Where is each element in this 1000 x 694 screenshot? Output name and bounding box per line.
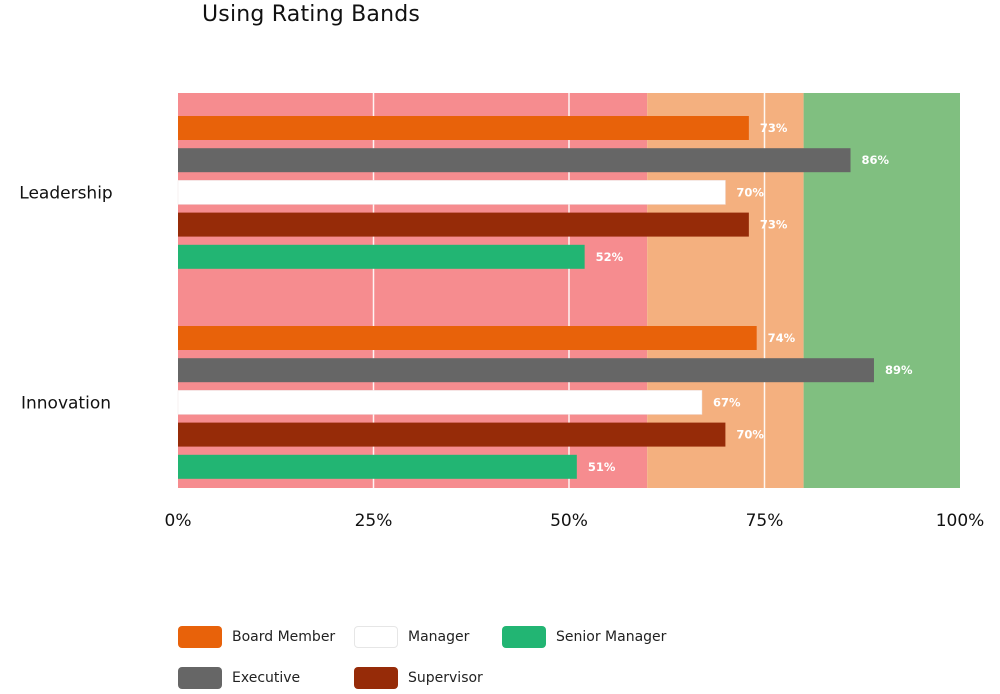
legend-label-supervisor: Supervisor: [408, 670, 483, 686]
x-tick-label: 75%: [746, 511, 784, 531]
legend-swatch-manager: [354, 626, 398, 648]
legend-item-senior-manager[interactable]: Senior Manager: [502, 626, 666, 648]
bar-executive-leadership: [178, 148, 851, 173]
legend-swatch-senior-manager: [502, 626, 546, 648]
x-tick-label: 0%: [165, 511, 192, 531]
legend-label-manager: Manager: [408, 629, 470, 645]
bar-manager-innovation: [177, 390, 703, 415]
legend-swatch-board-member: [178, 626, 222, 648]
bar-senior-manager-leadership: [178, 244, 585, 269]
data-label-manager-innovation: 67%: [713, 395, 741, 409]
chart-title: Using Rating Bands: [202, 2, 421, 27]
legend-label-executive: Executive: [232, 670, 301, 686]
bar-manager-leadership: [177, 180, 726, 205]
legend-label-board-member: Board Member: [232, 629, 336, 645]
data-label-senior-manager-leadership: 52%: [596, 250, 624, 264]
x-tick-label: 50%: [550, 511, 588, 531]
data-label-board-member-innovation: 74%: [768, 331, 796, 345]
legend-item-manager[interactable]: Manager: [354, 626, 469, 648]
legend-item-executive[interactable]: Executive: [178, 667, 300, 689]
data-label-board-member-leadership: 73%: [760, 121, 788, 135]
data-label-executive-innovation: 89%: [885, 363, 913, 377]
bar-supervisor-leadership: [178, 212, 749, 237]
category-label-leadership: Leadership: [19, 183, 112, 203]
legend-item-board-member[interactable]: Board Member: [178, 626, 335, 648]
data-label-supervisor-innovation: 70%: [736, 428, 764, 442]
legend-label-senior-manager: Senior Manager: [556, 629, 667, 645]
legend-item-supervisor[interactable]: Supervisor: [354, 667, 483, 689]
bar-board-member-innovation: [178, 326, 757, 350]
bar-executive-innovation: [178, 358, 874, 383]
category-label-innovation: Innovation: [21, 393, 111, 413]
bar-board-member-leadership: [178, 116, 749, 140]
data-label-supervisor-leadership: 73%: [760, 218, 788, 232]
data-label-executive-leadership: 86%: [862, 153, 890, 167]
bar-senior-manager-innovation: [178, 454, 577, 479]
bar-supervisor-innovation: [178, 422, 726, 447]
legend-swatch-executive: [178, 667, 222, 689]
data-label-senior-manager-innovation: 51%: [588, 460, 616, 474]
x-tick-label: 25%: [355, 511, 393, 531]
x-tick-label: 100%: [936, 511, 985, 531]
data-label-manager-leadership: 70%: [736, 185, 764, 199]
legend-swatch-supervisor: [354, 667, 398, 689]
